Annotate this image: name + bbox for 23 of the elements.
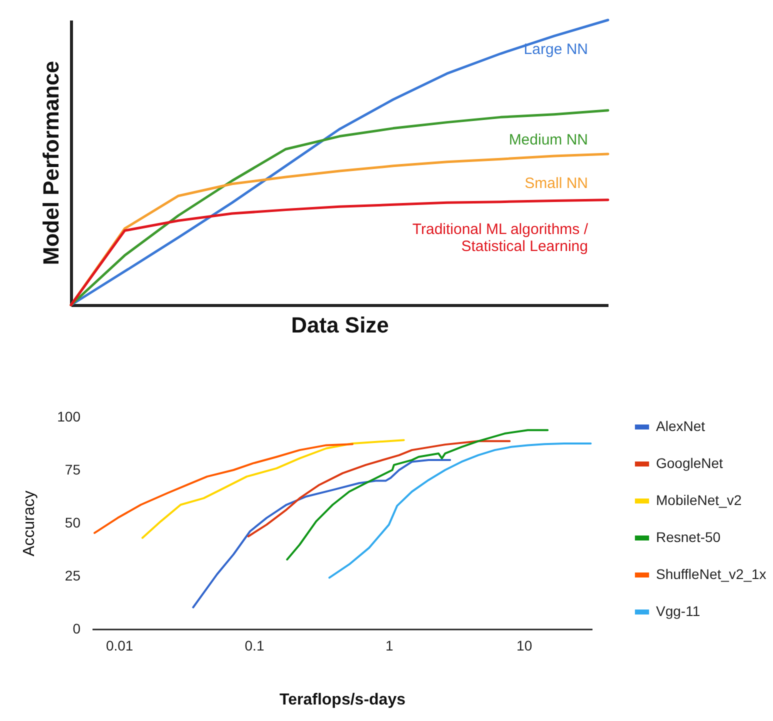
legend-label: MobileNet_v2 xyxy=(656,492,742,508)
y-axis-title: Model Performance xyxy=(38,60,64,266)
y-axis-title: Accuracy xyxy=(21,490,38,556)
y-tick-label: 75 xyxy=(64,462,81,478)
x-tick-label: 1 xyxy=(386,638,394,654)
y-tick-label: 0 xyxy=(72,620,81,636)
series-label: Medium NN xyxy=(508,131,588,148)
y-tick-label: 50 xyxy=(64,514,81,530)
series-label: Traditional ML algorithms / Statistical Learning xyxy=(412,220,589,255)
legend-label: ShuffleNet_v2_1x xyxy=(656,566,766,582)
x-axis-title: Teraflops/s-days xyxy=(280,692,406,708)
series-label: Large NN xyxy=(524,41,588,58)
x-tick-label: 0.01 xyxy=(106,638,134,654)
legend-label: GoogleNet xyxy=(656,455,724,471)
y-tick-label: 25 xyxy=(64,568,81,584)
y-tick-label: 100 xyxy=(57,408,81,424)
x-tick-label: 0.1 xyxy=(244,638,264,654)
legend-label: Vgg-11 xyxy=(656,603,700,619)
series-label: Small NN xyxy=(524,174,588,192)
legend-label: AlexNet xyxy=(656,418,706,434)
x-tick-label: 10 xyxy=(516,638,532,654)
legend-label: Resnet-50 xyxy=(656,529,721,545)
x-axis-title: Data Size xyxy=(291,312,389,338)
